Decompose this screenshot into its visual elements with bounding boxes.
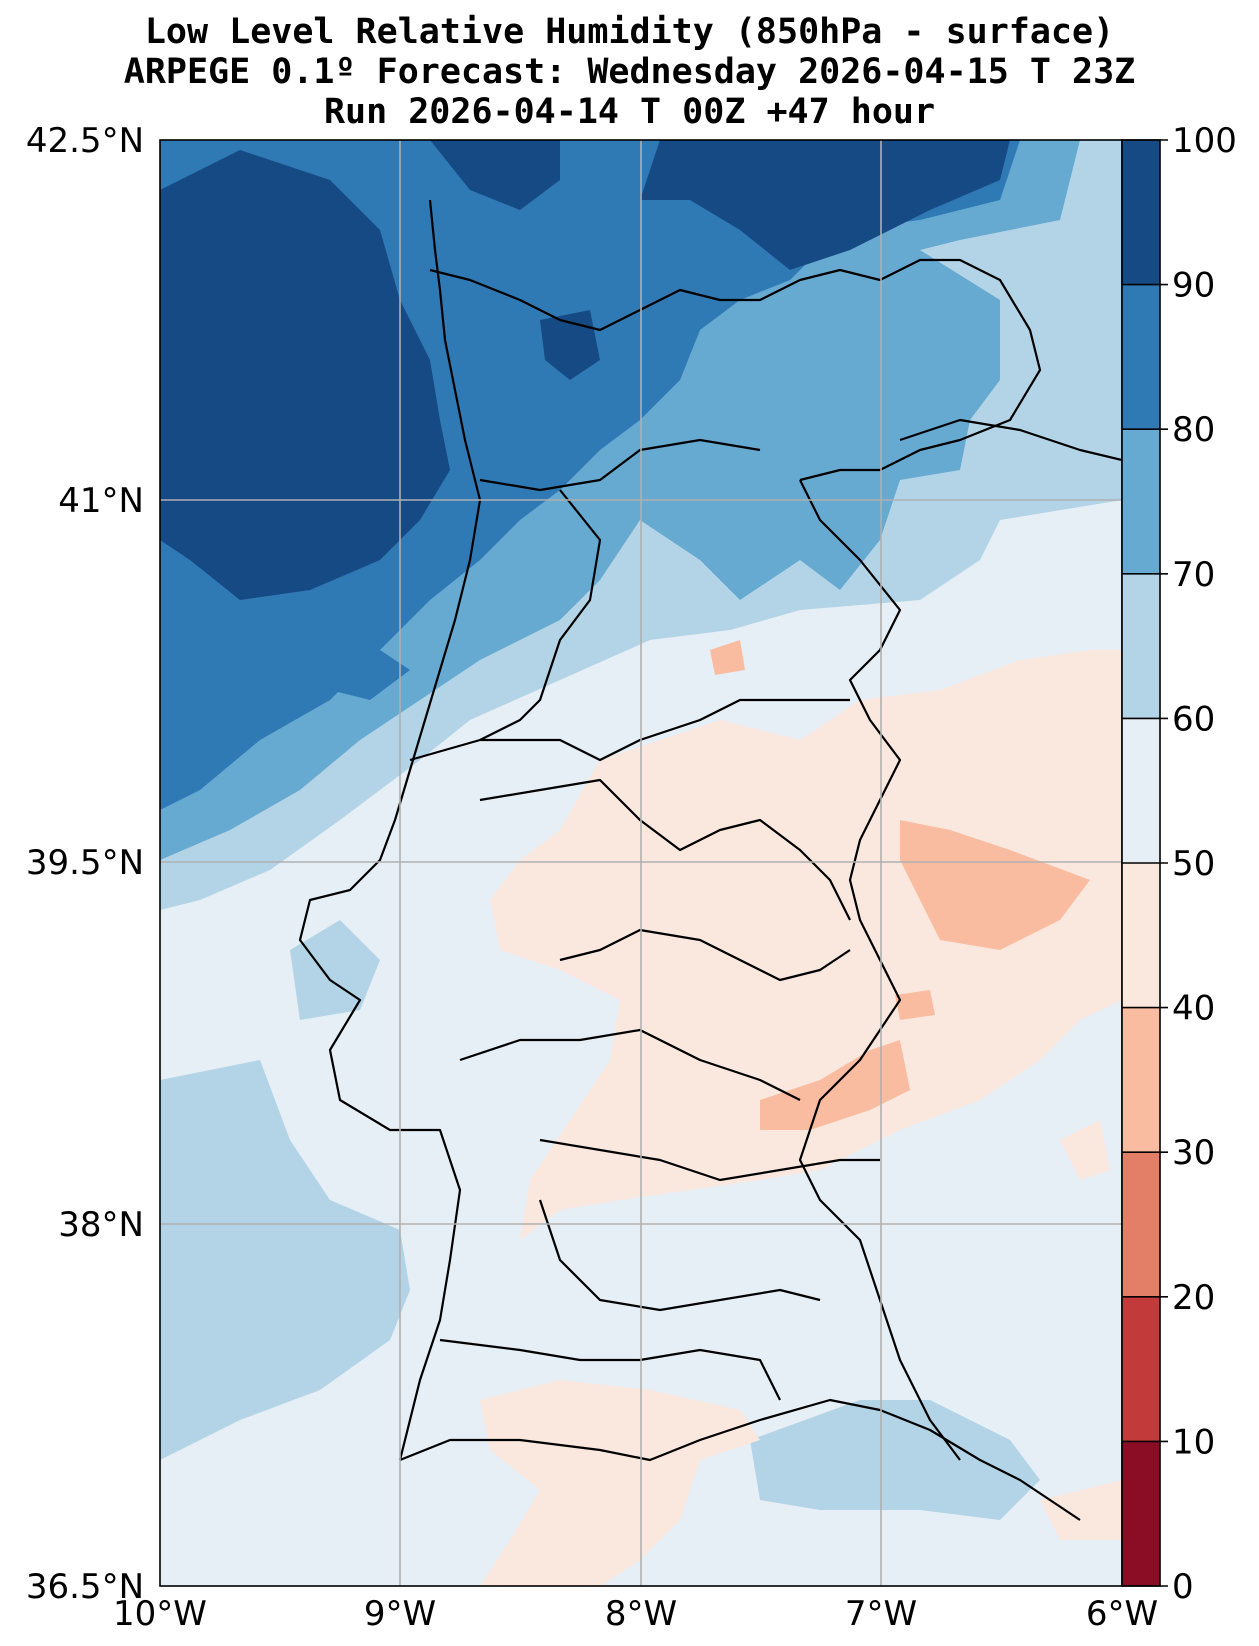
lon-label-7w: 7°W: [845, 1594, 917, 1634]
lon-label-9w: 9°W: [364, 1594, 436, 1634]
colorbar-label-60: 60: [1172, 699, 1215, 739]
colorbar-label-30: 30: [1172, 1133, 1215, 1173]
colorbar-band-6: [1122, 1008, 1160, 1153]
lon-label-8w: 8°W: [605, 1594, 677, 1634]
colorbar-band-0: [1122, 140, 1160, 285]
lat-label-39-5: 39.5°N: [26, 843, 144, 883]
lon-axis: 10°W 9°W 8°W 7°W 6°W: [113, 1594, 1158, 1634]
colorbar-band-9: [1122, 1441, 1160, 1586]
colorbar-band-4: [1122, 718, 1160, 863]
colorbar-label-10: 10: [1172, 1422, 1215, 1462]
colorbar-label-0: 0: [1172, 1567, 1194, 1607]
lon-label-6w: 6°W: [1086, 1594, 1158, 1634]
colorbar-label-80: 80: [1172, 410, 1215, 450]
colorbar-label-40: 40: [1172, 989, 1215, 1029]
humidity-map: 42.5°N 41°N 39.5°N 38°N 36.5°N 10°W 9°W …: [0, 0, 1259, 1646]
field-30-40-patch-b: [895, 990, 935, 1020]
lat-label-42-5: 42.5°N: [26, 121, 144, 161]
colorbar-band-5: [1122, 863, 1160, 1008]
colorbar-band-2: [1122, 429, 1160, 574]
colorbar-label-90: 90: [1172, 266, 1215, 306]
lat-axis: 42.5°N 41°N 39.5°N 38°N 36.5°N: [26, 121, 144, 1607]
colorbar-label-20: 20: [1172, 1278, 1215, 1318]
colorbar-label-100: 100: [1172, 121, 1237, 161]
colorbar-band-3: [1122, 574, 1160, 719]
lat-label-38: 38°N: [58, 1205, 144, 1245]
colorbar-label-70: 70: [1172, 555, 1215, 595]
colorbar-band-8: [1122, 1297, 1160, 1442]
lon-label-10w: 10°W: [113, 1594, 207, 1634]
colorbar-band-7: [1122, 1152, 1160, 1297]
colorbar-band-1: [1122, 285, 1160, 430]
lat-label-41: 41°N: [58, 481, 144, 521]
colorbar-label-50: 50: [1172, 844, 1215, 884]
